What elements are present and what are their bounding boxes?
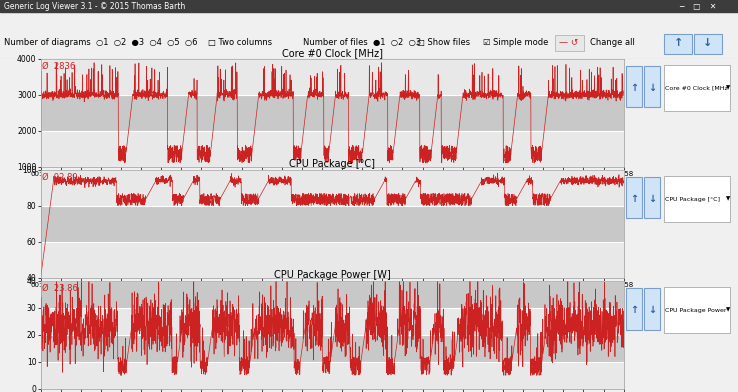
FancyBboxPatch shape	[694, 34, 722, 54]
Text: ↓: ↓	[648, 194, 656, 204]
Bar	[41, 131, 624, 167]
Text: Generic Log Viewer 3.1 - © 2015 Thomas Barth: Generic Log Viewer 3.1 - © 2015 Thomas B…	[4, 2, 185, 11]
Bar	[41, 170, 624, 206]
Bar	[41, 308, 624, 335]
Bar	[0, 0, 738, 12]
FancyBboxPatch shape	[626, 66, 642, 107]
Text: ☑ Simple mode: ☑ Simple mode	[483, 38, 549, 47]
FancyBboxPatch shape	[644, 289, 661, 330]
Text: Ø  23.86: Ø 23.86	[42, 284, 78, 293]
FancyBboxPatch shape	[664, 34, 692, 54]
Text: Number of diagrams  ○1  ○2  ●3  ○4  ○5  ○6    □ Two columns: Number of diagrams ○1 ○2 ●3 ○4 ○5 ○6 □ T…	[4, 38, 272, 47]
FancyBboxPatch shape	[626, 289, 642, 330]
Title: CPU Package [°C]: CPU Package [°C]	[289, 159, 375, 169]
Text: Change all: Change all	[590, 38, 635, 47]
Text: CPU Package Power: CPU Package Power	[665, 308, 728, 312]
Text: ↑: ↑	[630, 305, 638, 315]
Text: — ↺: — ↺	[559, 38, 578, 47]
Text: ↑: ↑	[630, 83, 638, 93]
Text: ↓: ↓	[648, 83, 656, 93]
Text: ▼: ▼	[725, 85, 730, 91]
Text: ↑: ↑	[630, 194, 638, 204]
Bar	[41, 242, 624, 278]
Text: ─    □    ✕: ─ □ ✕	[679, 2, 716, 11]
Text: ↓: ↓	[648, 305, 656, 315]
Text: ↑: ↑	[674, 38, 683, 48]
FancyBboxPatch shape	[555, 35, 584, 51]
Text: ▼: ▼	[725, 308, 730, 312]
Bar	[41, 59, 624, 95]
FancyBboxPatch shape	[663, 65, 730, 111]
Text: Number of files  ●1  ○2  ○3: Number of files ●1 ○2 ○3	[303, 38, 421, 47]
Text: Core #0 Clock [MHz: Core #0 Clock [MHz	[665, 85, 728, 91]
Text: ↓: ↓	[703, 38, 712, 48]
Bar	[41, 362, 624, 389]
Title: CPU Package Power [W]: CPU Package Power [W]	[274, 270, 390, 280]
Text: Ø  2836: Ø 2836	[42, 62, 75, 71]
FancyBboxPatch shape	[626, 178, 642, 218]
FancyBboxPatch shape	[644, 66, 661, 107]
FancyBboxPatch shape	[663, 287, 730, 333]
FancyBboxPatch shape	[644, 178, 661, 218]
Text: □ Show files: □ Show files	[417, 38, 470, 47]
FancyBboxPatch shape	[663, 176, 730, 221]
Text: Ø  92.89: Ø 92.89	[42, 173, 78, 182]
Title: Core #0 Clock [MHz]: Core #0 Clock [MHz]	[282, 48, 382, 58]
Text: CPU Package [°C]: CPU Package [°C]	[665, 196, 720, 201]
Text: ▼: ▼	[725, 196, 730, 201]
